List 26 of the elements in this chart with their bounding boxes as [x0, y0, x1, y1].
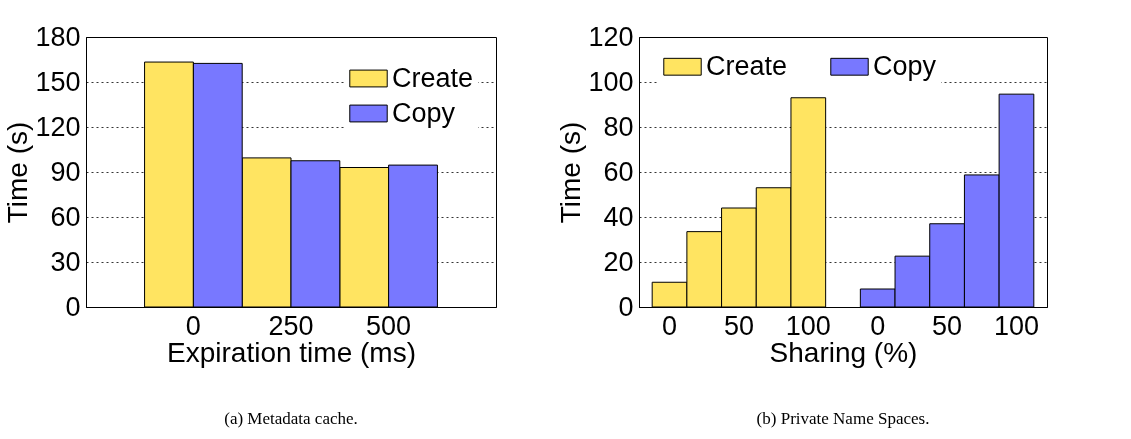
y-tick-label: 120	[588, 21, 634, 52]
legend-label: Copy	[873, 50, 937, 81]
y-tick-label: 150	[35, 66, 81, 97]
legend-label: Copy	[392, 97, 456, 128]
x-tick-label: 50	[723, 310, 754, 341]
y-tick-label: 30	[50, 246, 81, 277]
y-tick-label: 180	[35, 21, 81, 52]
legend-label: Create	[392, 62, 474, 93]
y-tick-label: 20	[603, 246, 634, 277]
y-tick-label: 60	[50, 201, 81, 232]
x-tick-label: 50	[932, 310, 963, 341]
y-tick-label: 90	[50, 156, 81, 187]
y-tick-label: 0	[65, 291, 81, 322]
y-tick-label: 40	[603, 201, 634, 232]
y-axis-title: Time (s)	[2, 121, 34, 224]
text: (a) Metadata cache.	[224, 409, 358, 428]
y-tick-label: 80	[603, 111, 634, 142]
y-tick-label: 100	[588, 66, 634, 97]
y-axis-title: Time (s)	[555, 121, 587, 224]
y-tick-label: 0	[618, 291, 634, 322]
y-tick-label: 60	[603, 156, 634, 187]
legend-label: Create	[706, 50, 788, 81]
y-tick-label: 120	[35, 111, 81, 142]
x-tick-label: 100	[993, 310, 1039, 341]
x-tick-label: 0	[662, 310, 678, 341]
text: (b) Private Name Spaces.	[756, 409, 930, 428]
